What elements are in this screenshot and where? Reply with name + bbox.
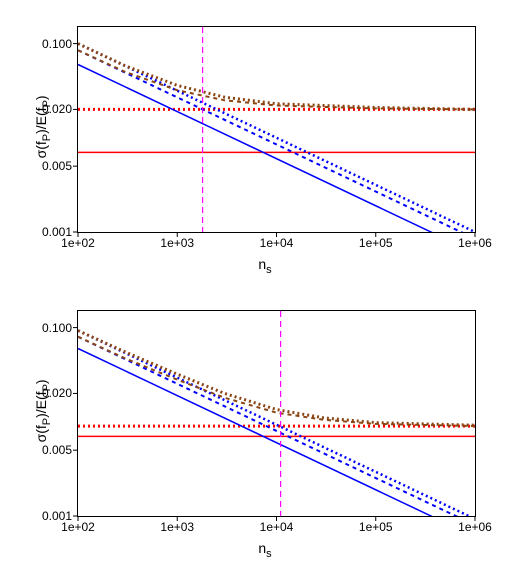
- ytick-label: 0.005: [42, 159, 72, 173]
- bottom-panel-svg: [78, 311, 475, 516]
- bottom-panel: σ(fP)/E(fP) 1e+021e+031e+041e+051e+060.0…: [77, 310, 476, 517]
- xtick-label: 1e+05: [359, 520, 393, 534]
- ytick-label: 0.020: [42, 102, 72, 116]
- ytick-label: 0.100: [42, 321, 72, 335]
- bottom-panel-xlabel: ns: [258, 540, 271, 560]
- top-panel-svg: [78, 27, 475, 232]
- ytick-label: 0.001: [42, 225, 72, 239]
- xtick-label: 1e+03: [160, 236, 194, 250]
- xtick-label: 1e+06: [458, 236, 492, 250]
- xtick-label: 1e+05: [359, 236, 393, 250]
- figure-page: σ(fP)/E(fP) 1e+021e+031e+041e+051e+060.0…: [0, 0, 507, 570]
- ytick-label: 0.100: [42, 37, 72, 51]
- top-panel: σ(fP)/E(fP) 1e+021e+031e+041e+051e+060.0…: [77, 26, 476, 233]
- top-panel-xlabel: ns: [258, 256, 271, 276]
- ytick-label: 0.005: [42, 443, 72, 457]
- ytick-label: 0.020: [42, 386, 72, 400]
- xtick-label: 1e+06: [458, 520, 492, 534]
- xtick-label: 1e+04: [260, 236, 294, 250]
- ytick-label: 0.001: [42, 509, 72, 523]
- xtick-label: 1e+03: [160, 520, 194, 534]
- xtick-label: 1e+04: [260, 520, 294, 534]
